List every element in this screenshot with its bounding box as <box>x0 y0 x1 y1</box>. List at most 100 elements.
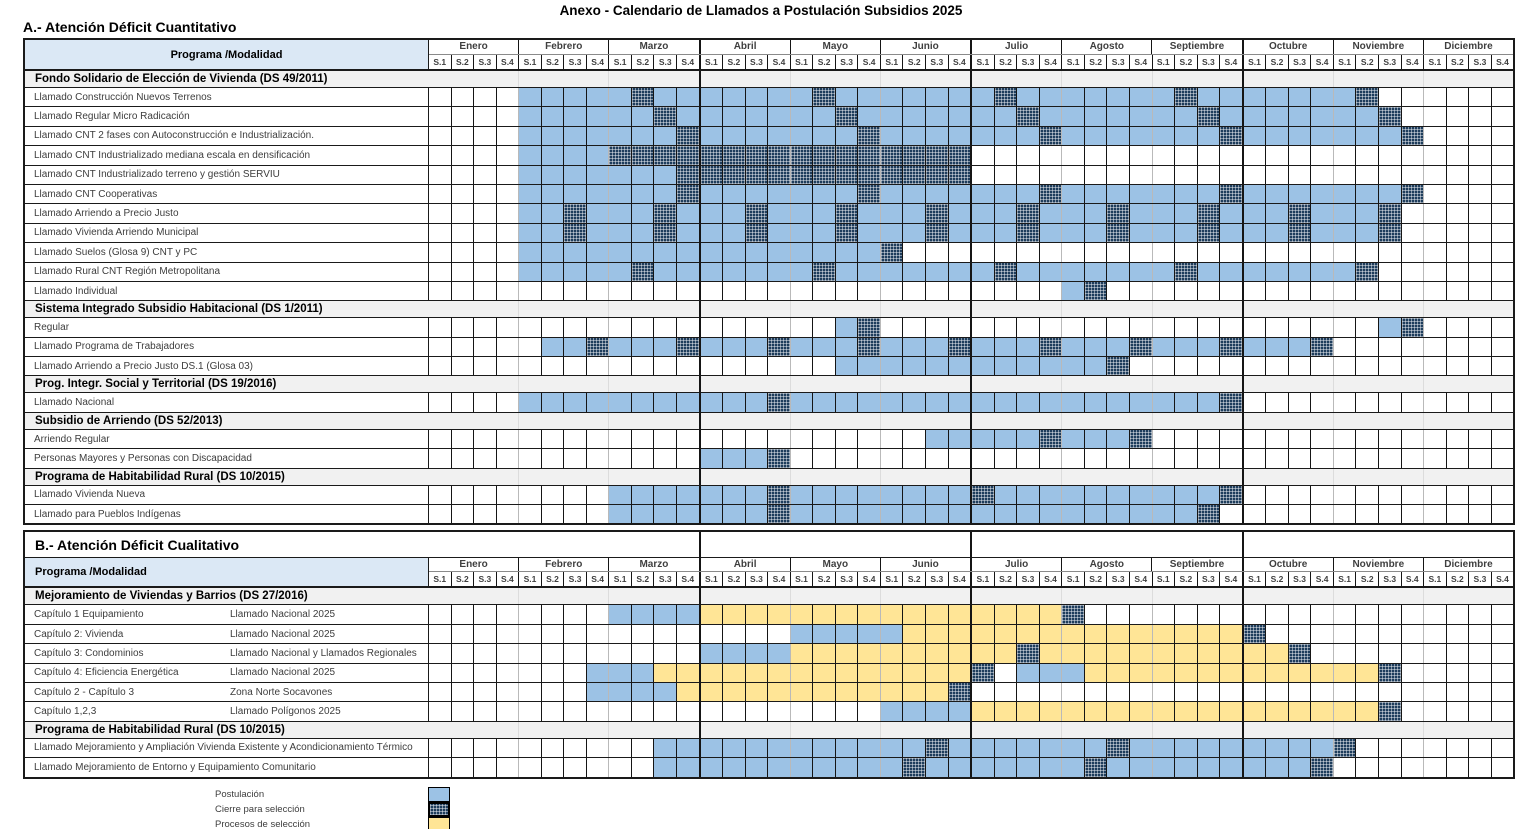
week-cell <box>1220 702 1244 721</box>
week-cell <box>1311 429 1334 449</box>
week-cell <box>723 532 746 557</box>
week-cell <box>972 449 995 468</box>
week-cell <box>1424 393 1447 412</box>
week-cell <box>700 146 724 165</box>
week-cell <box>768 449 791 468</box>
week-cell <box>858 449 881 468</box>
week-header: S.2 <box>903 572 927 587</box>
row-label: Capítulo 4: Eficiencia Energética Llamado… <box>25 663 429 682</box>
week-header: S.2 <box>1356 572 1379 587</box>
week-cell <box>746 376 769 392</box>
week-cell <box>1152 204 1176 223</box>
week-cell <box>995 469 1018 485</box>
section-header-label: Sistema Integrado Subsidio Habitacional … <box>35 303 323 316</box>
week-cell <box>609 318 632 337</box>
week-cell <box>1130 357 1153 376</box>
week-cell <box>1129 702 1153 721</box>
week-cell <box>1356 281 1379 301</box>
week-cell <box>791 281 814 301</box>
week-cell <box>835 605 859 624</box>
week-header: S.1 <box>1244 572 1267 587</box>
week-cell <box>995 449 1018 468</box>
week-cell <box>1266 469 1289 485</box>
row-label: Llamado Arriendo a Precio Justo DS.1 (Gl… <box>25 357 429 376</box>
week-cell <box>1333 738 1357 758</box>
week-cell <box>858 165 881 184</box>
week-cell <box>586 243 610 262</box>
calendar-row: Capítulo 2 - Capítulo 3 Zona Norte Socavo… <box>25 681 1513 702</box>
week-cell <box>1244 318 1267 337</box>
row-label: Arriendo Regular <box>25 429 429 449</box>
week-cell <box>497 301 520 318</box>
week-cell <box>542 413 565 429</box>
week-cell <box>564 184 587 204</box>
week-cell <box>1040 318 1063 337</box>
week-cell <box>1017 758 1040 777</box>
week-cell <box>1017 243 1040 262</box>
week-cell <box>858 644 881 663</box>
week-cell <box>1220 429 1244 449</box>
week-cell <box>813 223 836 243</box>
week-cell <box>1220 107 1244 126</box>
week-cell <box>1402 357 1425 376</box>
week-cell <box>972 624 995 644</box>
week-cell <box>723 505 746 524</box>
week-cell <box>1220 165 1244 184</box>
week-cell <box>519 722 542 738</box>
week-cell <box>1040 682 1063 702</box>
week-cell <box>1334 588 1357 604</box>
week-cell <box>745 165 769 184</box>
week-cell <box>497 485 520 505</box>
week-cell <box>1424 204 1447 223</box>
week-cell <box>1492 357 1514 375</box>
calendar-row: Llamado Vivienda Nueva <box>25 484 1513 505</box>
week-cell <box>1311 337 1334 357</box>
month-header: Noviembre <box>1334 558 1424 572</box>
week-cell <box>746 71 769 87</box>
week-header: S.4 <box>1402 54 1425 69</box>
week-cell <box>995 243 1018 262</box>
week-header: S.3 <box>746 572 769 587</box>
week-header: S.4 <box>768 54 791 69</box>
week-cell <box>631 165 655 184</box>
week-cell <box>1017 337 1040 357</box>
week-cell <box>813 738 836 758</box>
week-cell <box>1220 184 1244 204</box>
week-cell <box>995 71 1018 87</box>
week-cell <box>903 429 927 449</box>
week-cell <box>474 88 497 107</box>
month-header: Septiembre <box>1152 40 1244 54</box>
week-cell <box>1356 469 1379 485</box>
week-cell <box>858 146 881 165</box>
week-cell <box>1198 357 1221 376</box>
week-cell <box>1085 146 1108 165</box>
week-cell <box>1085 722 1108 738</box>
row-label: Llamado Regular Micro Radicación <box>25 107 429 126</box>
week-cell <box>903 505 927 524</box>
week-cell <box>1198 722 1221 738</box>
calendar-table-a: Programa /Modalidad Enero Febrero Marzo Abri… <box>23 38 1515 526</box>
week-header: S.2 <box>542 54 565 69</box>
week-cell <box>1243 223 1267 243</box>
week-cell <box>1062 605 1085 624</box>
week-cell <box>746 301 769 317</box>
week-cell <box>1039 223 1063 243</box>
week-cell <box>903 469 926 485</box>
week-cell <box>700 485 724 505</box>
week-cell <box>1492 71 1514 87</box>
week-cell <box>497 412 520 429</box>
week-cell <box>903 449 927 468</box>
week-cell <box>1130 165 1153 184</box>
week-cell <box>1197 88 1221 107</box>
week-cell <box>1129 663 1153 682</box>
week-cell <box>1334 146 1357 165</box>
week-cell <box>542 682 565 702</box>
week-cell <box>1129 184 1153 204</box>
week-cell <box>948 88 973 107</box>
week-header: S.4 <box>1496 56 1509 67</box>
week-cell <box>791 702 814 721</box>
week-cell <box>677 624 701 644</box>
week-cell <box>1447 682 1470 702</box>
week-cell <box>1288 644 1312 663</box>
week-cell <box>768 721 791 738</box>
